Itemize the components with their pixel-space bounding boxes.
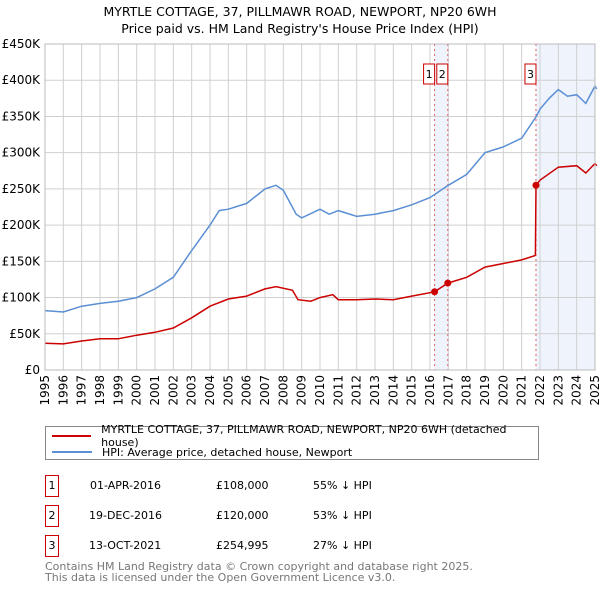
- sale-label: 3: [527, 68, 534, 81]
- x-tick-label: 1997: [75, 375, 89, 406]
- x-tick-label: 2017: [441, 375, 455, 406]
- chart-title: MYRTLE COTTAGE, 37, PILLMAWR ROAD, NEWPO…: [103, 4, 497, 19]
- x-tick-label: 2014: [386, 375, 400, 406]
- sale-date: 13-OCT-2021: [89, 539, 162, 552]
- x-tick-label: 2006: [240, 375, 254, 406]
- sale-point: [532, 181, 540, 189]
- x-tick-label: 2023: [551, 375, 565, 406]
- sale-badge: 3: [45, 535, 59, 557]
- x-tick-label: 1996: [56, 375, 70, 406]
- x-tick-label: 2013: [368, 375, 382, 406]
- legend-label: HPI: Average price, detached house, Newp…: [102, 445, 353, 459]
- x-tick-label: 1999: [111, 375, 125, 406]
- legend-swatch-red: [52, 435, 92, 437]
- sale-badge: 2: [45, 505, 59, 527]
- footer-licence: This data is licensed under the Open Gov…: [45, 571, 396, 584]
- x-tick-label: 2002: [166, 375, 180, 406]
- sale-shade: [434, 44, 448, 370]
- legend-item-hpi: HPI: Average price, detached house, Newp…: [46, 444, 352, 460]
- x-tick-label: 2008: [276, 375, 290, 406]
- plot-frame: [44, 43, 596, 371]
- legend-item-property: MYRTLE COTTAGE, 37, PILLMAWR ROAD, NEWPO…: [46, 423, 538, 449]
- x-tick-label: 1995: [38, 375, 52, 406]
- sale-label-box: [436, 63, 449, 85]
- y-tick-label: £300K: [2, 146, 42, 160]
- y-tick-label: £200K: [2, 218, 42, 232]
- sale-badge: 1: [45, 475, 59, 497]
- y-tick-label: £250K: [2, 182, 42, 196]
- x-tick-label: 2025: [588, 375, 600, 406]
- sale-point: [444, 279, 452, 287]
- sale-hpi: 55% ↓ HPI: [313, 479, 372, 492]
- sale-label-box: [423, 63, 436, 85]
- x-tick-label: 2003: [185, 375, 199, 406]
- y-tick-label: £450K: [2, 37, 42, 51]
- x-tick-label: 2010: [313, 375, 327, 406]
- sale-point: [431, 288, 439, 296]
- sale-label: 2: [439, 68, 446, 81]
- sale-date: 01-APR-2016: [90, 479, 162, 492]
- hpi-line: [44, 84, 598, 313]
- legend-swatch-blue: [52, 451, 92, 453]
- sale-label-box: [524, 63, 537, 85]
- legend-label: MYRTLE COTTAGE, 37, PILLMAWR ROAD, NEWPO…: [101, 423, 507, 449]
- footer-copyright: Contains HM Land Registry data © Crown c…: [45, 560, 473, 573]
- y-tick-label: £150K: [2, 254, 42, 268]
- x-tick-label: 2012: [350, 375, 364, 406]
- price-chart: £0 £50K £100K £150K £200K £250K £300K £350K £400…: [2, 37, 600, 406]
- x-tick-label: 2009: [295, 375, 309, 406]
- y-tick-label: £0: [25, 363, 40, 377]
- sale-hpi: 27% ↓ HPI: [313, 539, 372, 552]
- sale-date: 19-DEC-2016: [89, 509, 163, 522]
- x-tick-label: 2001: [148, 375, 162, 406]
- x-tick-label: 2019: [478, 375, 492, 406]
- x-tick-label: 2007: [258, 375, 272, 406]
- x-tick-label: 2016: [423, 375, 437, 406]
- x-tick-label: 1998: [93, 375, 107, 406]
- legend: MYRTLE COTTAGE, 37, PILLMAWR ROAD, NEWPO…: [45, 423, 539, 460]
- sale-price: £108,000: [216, 479, 269, 492]
- sale-shade: [535, 44, 595, 370]
- y-tick-label: £400K: [2, 73, 42, 87]
- x-tick-label: 2018: [460, 375, 474, 406]
- sale-label: 1: [426, 68, 433, 81]
- sale-hpi: 53% ↓ HPI: [313, 509, 372, 522]
- chart-subtitle: Price paid vs. HM Land Registry's House …: [121, 21, 479, 36]
- y-tick-label: £50K: [9, 327, 41, 341]
- x-tick-label: 2024: [570, 375, 584, 406]
- sale-price: £120,000: [216, 509, 269, 522]
- property-price-line: [44, 162, 598, 345]
- x-tick-label: 2020: [496, 375, 510, 406]
- x-tick-label: 2022: [533, 375, 547, 406]
- x-tick-label: 2000: [130, 375, 144, 406]
- x-tick-label: 2011: [331, 375, 345, 406]
- x-tick-label: 2021: [515, 375, 529, 406]
- sale-row: 2 19-DEC-2016 £120,000 53% ↓ HPI: [45, 505, 545, 527]
- x-tick-label: 2004: [203, 375, 217, 406]
- y-tick-label: £100K: [2, 291, 42, 305]
- y-tick-label: £350K: [2, 109, 42, 123]
- sale-price: £254,995: [216, 539, 269, 552]
- x-tick-label: 2015: [405, 375, 419, 406]
- sale-row: 1 01-APR-2016 £108,000 55% ↓ HPI: [45, 475, 545, 497]
- sale-row: 3 13-OCT-2021 £254,995 27% ↓ HPI: [45, 535, 545, 557]
- x-tick-label: 2005: [221, 375, 235, 406]
